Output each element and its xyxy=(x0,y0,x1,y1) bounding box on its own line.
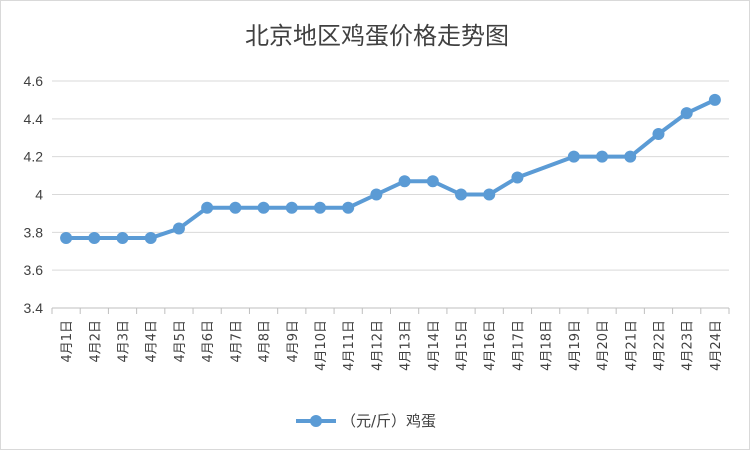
y-axis-ticks: 3.4 3.6 3.8 4 4.2 4.4 4.6 xyxy=(24,73,44,316)
x-tick-label: 4月12日 xyxy=(370,320,385,371)
y-tick-label: 3.8 xyxy=(24,224,44,240)
data-point xyxy=(60,232,73,245)
x-tick-label: 4月23日 xyxy=(681,320,696,371)
legend-label: （元/斤）鸡蛋 xyxy=(341,412,436,430)
data-point xyxy=(313,201,326,214)
x-tick-label: 4月3日 xyxy=(117,320,132,363)
x-tick-label: 4月20日 xyxy=(596,320,611,371)
x-tick-label: 4月13日 xyxy=(399,320,414,371)
y-tick-label: 4.2 xyxy=(24,149,44,165)
data-point xyxy=(426,175,439,188)
data-point xyxy=(88,232,101,245)
x-tick-label: 4月1日 xyxy=(60,320,75,363)
x-tick-label: 4月10日 xyxy=(314,320,329,371)
data-point xyxy=(229,201,242,214)
x-tick-label: 4月15日 xyxy=(455,320,470,371)
x-tick-label: 4月24日 xyxy=(709,320,724,371)
data-point xyxy=(511,171,524,184)
x-tick-label: 4月8日 xyxy=(258,320,273,363)
data-point xyxy=(201,201,214,214)
data-point xyxy=(483,188,496,201)
data-point xyxy=(455,188,468,201)
data-point xyxy=(370,188,383,201)
series-group xyxy=(60,93,721,245)
x-tick-label: 4月19日 xyxy=(568,320,583,371)
legend-point-marker xyxy=(310,415,322,427)
legend: （元/斤）鸡蛋 xyxy=(296,412,436,430)
y-tick-label: 3.4 xyxy=(24,300,44,316)
x-tick-label: 4月21日 xyxy=(624,320,639,371)
data-point xyxy=(342,201,355,214)
data-point xyxy=(680,107,693,120)
data-point xyxy=(708,93,721,106)
data-point xyxy=(624,150,637,163)
y-tick-label: 4.4 xyxy=(24,111,44,127)
x-tick-label: 4月22日 xyxy=(652,320,667,371)
x-tick-label: 4月18日 xyxy=(540,320,555,371)
data-point xyxy=(596,150,609,163)
data-point xyxy=(398,175,411,188)
data-point xyxy=(257,201,270,214)
y-tick-label: 4.6 xyxy=(24,73,44,89)
x-axis: 4月1日 4月2日 4月3日 4月4日 4月5日 4月6日 4月7日 4月8日 4月9日 4月10… xyxy=(51,307,730,371)
series-line xyxy=(66,98,716,241)
data-point xyxy=(567,150,580,163)
x-tick-label: 4月9日 xyxy=(286,320,301,363)
y-tick-label: 4 xyxy=(35,187,43,203)
chart-title: 北京地区鸡蛋价格走势图 xyxy=(245,22,509,50)
x-tick-label: 4月7日 xyxy=(229,320,244,363)
data-point xyxy=(172,222,185,235)
data-point xyxy=(285,201,298,214)
x-tick-label: 4月14日 xyxy=(427,320,442,371)
data-point xyxy=(652,127,665,140)
x-tick-label: 4月16日 xyxy=(483,320,498,371)
y-tick-label: 3.6 xyxy=(24,262,44,278)
x-tick-label: 4月17日 xyxy=(511,320,526,371)
x-tick-label: 4月2日 xyxy=(88,320,103,363)
x-tick-label: 4月11日 xyxy=(342,320,357,371)
data-point xyxy=(116,232,129,245)
x-tick-label: 4月4日 xyxy=(145,320,160,363)
data-point xyxy=(144,232,157,245)
x-tick-label: 4月6日 xyxy=(201,320,216,363)
x-tick-label: 4月5日 xyxy=(173,320,188,363)
